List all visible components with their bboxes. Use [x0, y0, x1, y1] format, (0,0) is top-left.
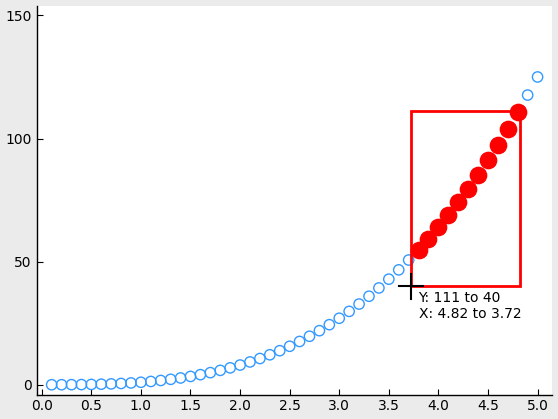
Point [395, 266, 403, 273]
Point [503, 126, 512, 132]
Point [275, 347, 284, 354]
Bar [411, 111, 519, 286]
Point [225, 365, 234, 371]
Point [374, 285, 383, 291]
Point [434, 224, 443, 230]
Point [196, 371, 205, 378]
Text: Y: 111 to 40
X: 4.82 to 3.72: Y: 111 to 40 X: 4.82 to 3.72 [418, 291, 521, 321]
Point [186, 373, 195, 380]
Point [216, 367, 225, 374]
Point [266, 352, 275, 358]
Point [206, 369, 215, 376]
Point [335, 315, 344, 322]
Point [67, 381, 76, 388]
Point [166, 376, 175, 383]
Point [404, 257, 413, 264]
Point [345, 308, 354, 315]
Point [533, 74, 542, 80]
Point [57, 381, 66, 388]
Point [295, 338, 304, 345]
Point [315, 327, 324, 334]
Point [176, 375, 185, 381]
Point [235, 362, 244, 368]
Point [464, 186, 473, 192]
Point [285, 343, 294, 349]
Point [127, 380, 136, 386]
Point [256, 355, 264, 362]
Point [454, 199, 463, 206]
Point [137, 379, 146, 385]
Point [107, 380, 116, 387]
Point [305, 333, 314, 340]
Point [156, 377, 165, 384]
Point [77, 381, 86, 388]
Point [414, 246, 423, 253]
Point [246, 359, 254, 365]
Point [484, 157, 493, 164]
Point [47, 381, 56, 388]
Point [424, 235, 433, 242]
Point [384, 276, 393, 282]
Point [474, 172, 483, 178]
Point [444, 212, 453, 218]
Point [97, 381, 105, 388]
Point [364, 293, 373, 300]
Point [355, 301, 364, 308]
Point [493, 142, 502, 148]
Point [87, 381, 96, 388]
Point [325, 321, 334, 328]
Point [513, 109, 522, 116]
Point [117, 380, 126, 387]
Point [523, 92, 532, 98]
Point [146, 378, 155, 385]
